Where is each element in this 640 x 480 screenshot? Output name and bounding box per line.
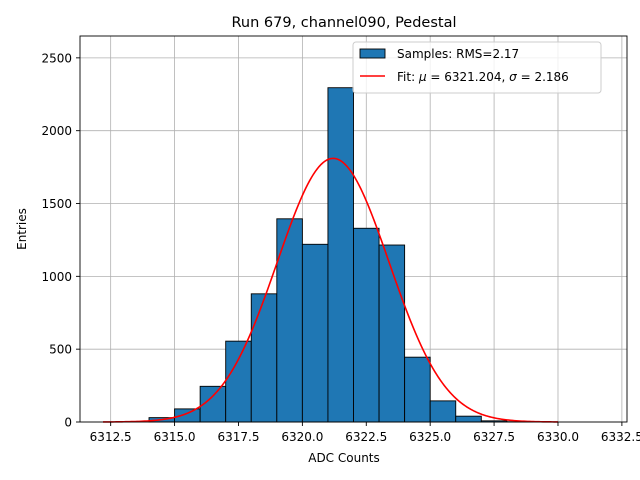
y-tick-label-3: 1500: [41, 197, 72, 211]
x-tick-label-3: 6320.0: [281, 430, 323, 444]
histogram-bar-12: [455, 415, 482, 423]
x-tick-label-0: 6312.5: [90, 430, 132, 444]
x-axis-ticks: 6312.5 6315.0 6317.5 6320.0 6322.5 6325.0 6327…: [90, 422, 640, 444]
x-tick-label-4: 6322.5: [345, 430, 387, 444]
y-tick-label-2: 1000: [41, 270, 72, 284]
y-tick-label-5: 2500: [41, 51, 72, 65]
histogram-bar-8: [353, 227, 380, 423]
x-tick-label-7: 6330.0: [537, 430, 579, 444]
legend-histogram-label: Samples: RMS=2.17: [397, 47, 519, 61]
legend-histogram-swatch: [359, 48, 386, 59]
histogram-bar-6: [301, 243, 329, 423]
legend-box: [352, 41, 602, 94]
x-tick-label-5: 6325.0: [409, 430, 451, 444]
histogram-bar-3: [225, 340, 252, 423]
x-tick-label-2: 6317.5: [217, 430, 259, 444]
histogram-bar-7: [327, 87, 354, 423]
legend: Samples: RMS=2.17 Fit: μ = 6321.204, σ =…: [352, 41, 602, 94]
x-tick-label-6: 6327.5: [473, 430, 515, 444]
y-tick-label-4: 2000: [41, 124, 72, 138]
x-axis-label: ADC Counts: [308, 451, 380, 465]
y-tick-label-0: 0: [64, 416, 72, 430]
histogram-bar-9: [378, 244, 406, 423]
y-axis-ticks: 0 500 1000 1500 2000 2500: [41, 51, 80, 430]
histogram-bar-4: [250, 293, 278, 423]
y-tick-label-1: 500: [49, 343, 72, 357]
fit-curve: [102, 157, 558, 423]
chart-title: Run 679, channel090, Pedestal: [231, 15, 456, 31]
y-axis-label: Entries: [15, 208, 29, 250]
x-tick-label-1: 6315.0: [154, 430, 196, 444]
x-tick-label-8: 6332.5: [601, 430, 640, 444]
histogram-bar-5: [276, 218, 303, 423]
histogram-bar-10: [404, 356, 431, 423]
plot-frame: [79, 35, 628, 423]
histogram-bars: [148, 87, 533, 423]
histogram-bar-1: [174, 408, 201, 423]
legend-fit-label: Fit: μ = 6321.204, σ = 2.186: [397, 70, 569, 84]
histogram-bar-11: [429, 400, 457, 423]
